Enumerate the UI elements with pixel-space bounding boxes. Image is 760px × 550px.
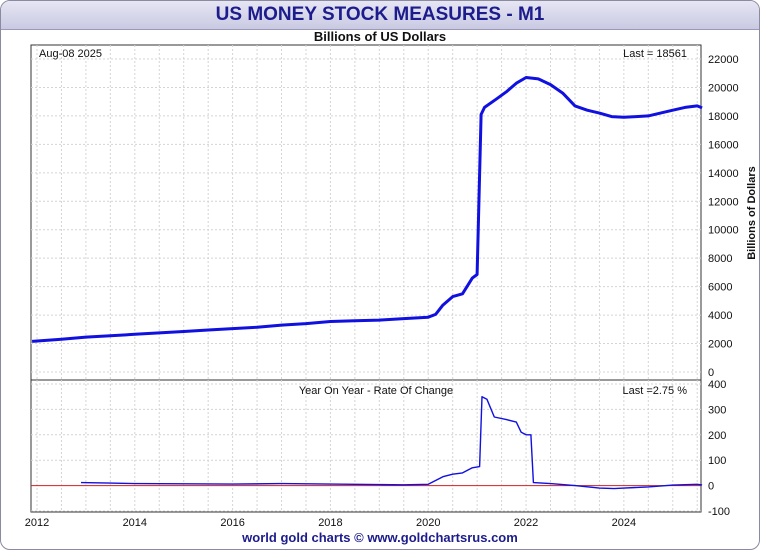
m1-y-axis-label: Billions of Dollars — [746, 166, 758, 260]
roc-y-ticks: -100 0 100 200 300 400 — [708, 379, 730, 518]
roc-y-tick-label: 400 — [708, 379, 726, 391]
chart-title: US MONEY STOCK MEASURES - M1 — [215, 4, 545, 25]
x-tick-label: 2014 — [123, 517, 147, 529]
m1-y-tick-label: 18000 — [708, 111, 739, 123]
m1-date-label: Aug-08 2025 — [39, 48, 102, 60]
m1-y-tick-label: 16000 — [708, 139, 739, 151]
roc-y-tick-label: 200 — [708, 430, 726, 442]
x-tick-label: 2016 — [220, 517, 244, 529]
m1-y-ticks: 0 2000 4000 6000 8000 10000 12000 14000 16000 180… — [708, 54, 739, 379]
m1-y-tick-label: 6000 — [708, 282, 732, 294]
roc-y-tick-label: 100 — [708, 455, 726, 467]
roc-y-tick-label: 300 — [708, 404, 726, 416]
m1-y-tick-label: 2000 — [708, 339, 732, 351]
x-tick-label: 2018 — [318, 517, 342, 529]
roc-grid — [31, 380, 701, 512]
x-tick-label: 2024 — [612, 517, 636, 529]
m1-y-tick-label: 12000 — [708, 196, 739, 208]
m1-y-tick-label: 14000 — [708, 168, 739, 180]
title-bar: US MONEY STOCK MEASURES - M1 — [1, 1, 759, 30]
roc-y-tick-label: -100 — [708, 506, 730, 518]
x-axis-ticks: 2012 2014 2016 2018 2020 2022 2024 — [25, 517, 636, 529]
chart-subtitle: Billions of US Dollars — [313, 29, 447, 44]
roc-title: Year On Year - Rate Of Change — [299, 385, 453, 397]
x-tick-label: 2012 — [25, 517, 49, 529]
m1-y-tick-label: 4000 — [708, 310, 732, 322]
roc-plot-area — [30, 379, 702, 513]
x-tick-label: 2022 — [514, 517, 538, 529]
m1-y-tick-label: 0 — [708, 367, 714, 379]
m1-y-tick-label: 10000 — [708, 225, 739, 237]
footer-credit: world gold charts © www.goldchartsrus.co… — [242, 530, 518, 545]
roc-series-line — [80, 396, 703, 490]
m1-y-tick-label: 22000 — [708, 54, 739, 66]
m1-y-tick-label: 8000 — [708, 253, 732, 265]
m1-plot-area — [30, 44, 702, 381]
roc-y-tick-label: 0 — [708, 481, 714, 493]
m1-series-line — [31, 76, 703, 343]
m1-y-tick-label: 20000 — [708, 82, 739, 94]
m1-last-label: Last = 18561 — [623, 48, 687, 60]
roc-last-label: Last =2.75 % — [622, 385, 687, 397]
x-tick-label: 2020 — [416, 517, 440, 529]
